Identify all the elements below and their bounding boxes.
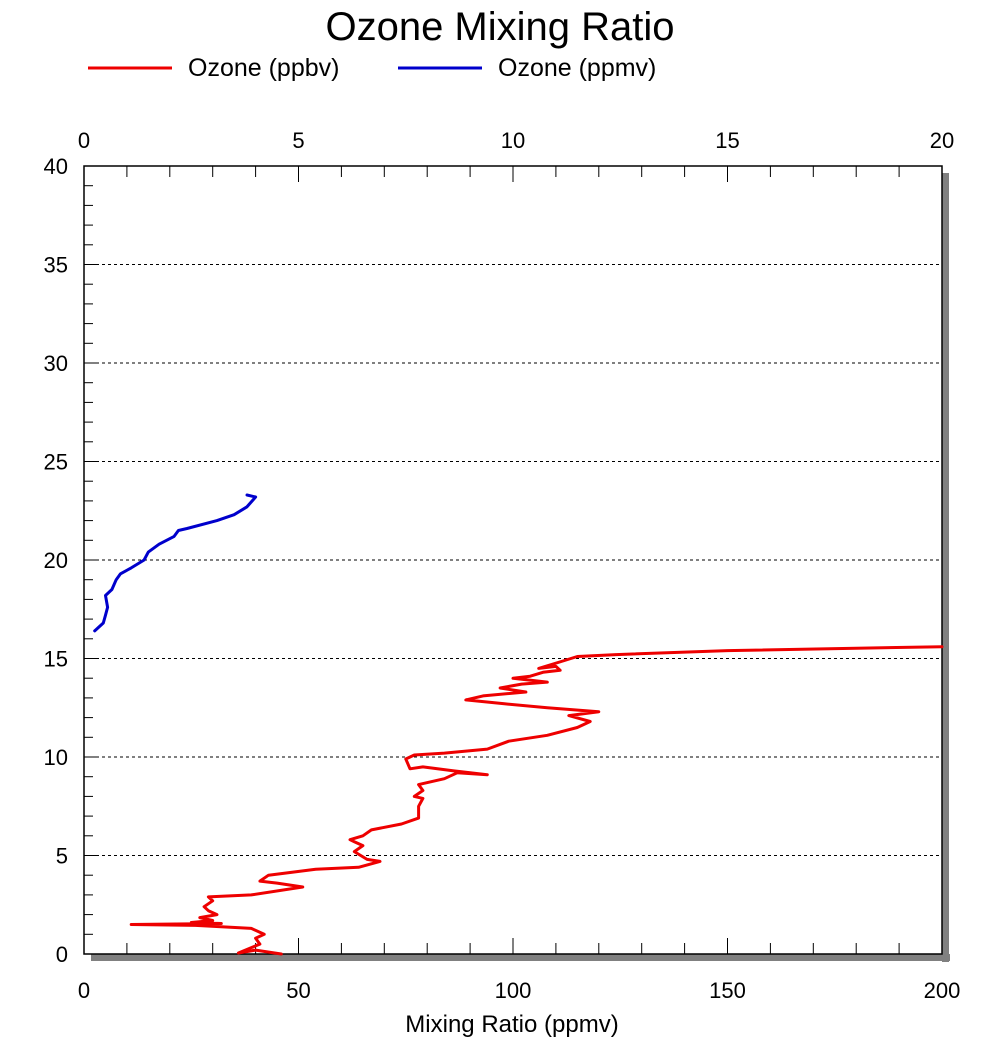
- y-tick-label: 10: [44, 745, 68, 770]
- legend-label-ppbv: Ozone (ppbv): [188, 54, 339, 82]
- plot-shadow-bottom: [91, 954, 950, 961]
- x-bottom-tick-label: 0: [78, 978, 90, 1003]
- series-line-ozone-ppbv: [129, 645, 944, 956]
- x-axis-title: Mixing Ratio (ppmv): [405, 1011, 618, 1038]
- y-tick-label: 40: [44, 154, 68, 179]
- y-tick-label: 15: [44, 647, 68, 672]
- x-top-tick-label: 15: [715, 128, 739, 153]
- y-tick-label: 25: [44, 450, 68, 475]
- y-tick-label: 0: [56, 942, 68, 967]
- plot-area: 0 5 10 15 20 25 30 35 40 0 50 100 150 200 0 5 10 15 20: [44, 128, 961, 1003]
- y-tick-label: 30: [44, 351, 68, 376]
- x-top-tick-label: 10: [501, 128, 525, 153]
- x-top-tick-label: 0: [78, 128, 90, 153]
- series-line-ozone-ppmv: [93, 493, 258, 633]
- y-tick-label: 20: [44, 548, 68, 573]
- x-bottom-tick-label: 150: [709, 978, 746, 1003]
- x-top-tick-label: 20: [930, 128, 954, 153]
- x-bottom-tick-label: 100: [495, 978, 532, 1003]
- x-top-tick-label: 5: [292, 128, 304, 153]
- y-tick-label: 5: [56, 844, 68, 869]
- x-bottom-tick-label: 50: [286, 978, 310, 1003]
- y-tick-label: 35: [44, 253, 68, 278]
- legend: Ozone (ppbv) Ozone (ppmv): [88, 54, 656, 82]
- x-bottom-tick-label: 200: [924, 978, 961, 1003]
- chart-title: Ozone Mixing Ratio: [325, 5, 674, 49]
- plot-shadow-right: [942, 173, 949, 962]
- legend-label-ppmv: Ozone (ppmv): [498, 54, 656, 82]
